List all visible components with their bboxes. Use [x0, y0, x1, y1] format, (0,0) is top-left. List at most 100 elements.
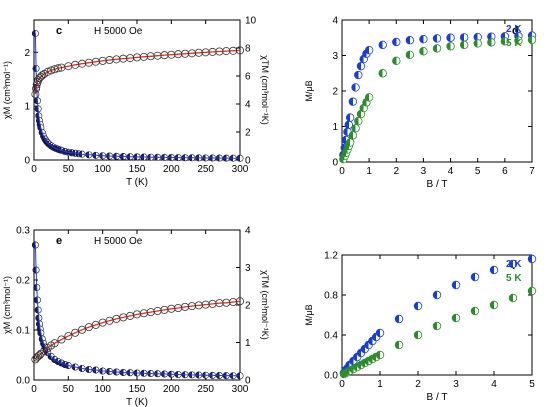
x-tick-label: 1 [377, 379, 383, 390]
data-point [351, 83, 360, 92]
data-point [54, 64, 63, 73]
data-point [235, 46, 244, 55]
data-point [451, 313, 461, 323]
x-tick-label: 1 [366, 166, 372, 177]
y-right-tick-label: 3 [245, 263, 251, 274]
data-point [459, 33, 469, 42]
y-tick-label: 1.2 [324, 251, 338, 262]
x-tick-label: 200 [163, 384, 180, 395]
data-point [446, 33, 455, 42]
data-point [489, 300, 499, 310]
series-1 [31, 46, 244, 99]
panel-letter: d [512, 25, 519, 37]
data-point [78, 325, 87, 334]
x-tick-label: 300 [232, 384, 249, 395]
data-point [527, 286, 537, 296]
data-point [508, 259, 518, 269]
data-point [459, 40, 469, 50]
x-tick-label: 150 [129, 384, 146, 395]
x-tick-label: 50 [63, 164, 75, 175]
y-right-tick-label: 4 [245, 226, 251, 237]
data-point [356, 61, 366, 71]
data-point [378, 40, 387, 50]
data-point [514, 36, 523, 45]
data-point [392, 37, 401, 47]
data-point [432, 290, 442, 300]
x-axis-label: T (K) [126, 177, 148, 188]
plot-frame [33, 19, 241, 161]
data-point [50, 339, 59, 348]
y-tick-label: 0.0 [16, 376, 30, 387]
data-point [527, 254, 537, 264]
field-annotation: H 5000 Oe [94, 236, 143, 247]
x-tick-label: 6 [502, 166, 508, 177]
data-point [344, 120, 353, 129]
y-tick-label: 3 [332, 51, 338, 62]
x-tick-label: 0 [31, 384, 37, 395]
data-point [348, 97, 358, 106]
y-tick-label: 0.0 [324, 371, 338, 382]
panel-e: 0 50 100 150 200 250 300 0.0 0.1 0.2 0.3 0 1 2 3 4 T (K)… [2, 226, 270, 407]
x-tick-label: 200 [163, 164, 180, 175]
data-point [35, 74, 44, 83]
y-right-tick-label: 8 [245, 44, 251, 55]
series-0 [31, 241, 244, 380]
data-point [451, 280, 461, 290]
x-tick-label: 300 [232, 164, 249, 175]
field-annotation: H 5000 Oe [94, 26, 143, 37]
data-point [432, 34, 442, 43]
x-tick-label: 100 [94, 164, 111, 175]
data-point [351, 124, 360, 133]
data-point [394, 340, 404, 350]
panel-letter: c [56, 25, 62, 37]
y-right-tick-label: 10 [245, 16, 257, 27]
y-tick-label: 0.2 [16, 276, 30, 287]
y-right-tick-label: 2 [245, 128, 251, 139]
data-point [354, 116, 363, 126]
data-point [419, 34, 428, 44]
legend-label: 2 K [506, 259, 522, 270]
x-tick-label: 5 [529, 379, 535, 390]
data-point [470, 306, 480, 316]
x-tick-label: 0 [31, 164, 37, 175]
data-point [527, 35, 537, 45]
data-point [405, 36, 415, 45]
x-tick-label: 3 [421, 166, 427, 177]
fit-curve [34, 244, 241, 377]
y-axis-label: M/μB [304, 80, 314, 101]
y-right-tick-label: 0 [245, 376, 251, 387]
y-tick-label: 1 [332, 122, 338, 133]
y-right-tick-label: 4 [245, 100, 251, 111]
y-right-tick-label: 1 [245, 338, 251, 349]
x-tick-label: 3 [453, 379, 459, 390]
data-point [57, 335, 66, 344]
x-tick-label: 4 [448, 166, 454, 177]
data-point [473, 39, 482, 48]
series-1 [339, 286, 537, 379]
series-1 [339, 35, 537, 164]
data-point [345, 113, 355, 122]
data-point [64, 332, 73, 341]
x-axis-label: B / T [427, 392, 448, 403]
fit-curve [34, 49, 241, 95]
y-right-axis-label: χTM (cm³mol⁻¹K) [260, 55, 270, 124]
data-point [413, 301, 423, 311]
y-tick-label: 0 [332, 158, 338, 169]
data-point [378, 69, 387, 78]
data-point [489, 265, 499, 275]
data-point [413, 330, 423, 340]
y-right-tick-label: 0 [245, 156, 251, 167]
y-axis-label: M/μB [304, 304, 314, 325]
x-tick-label: 4 [491, 379, 497, 390]
data-point [354, 70, 363, 80]
x-tick-label: 0 [339, 379, 345, 390]
data-point [375, 328, 385, 338]
data-point [364, 45, 374, 55]
data-point [364, 93, 374, 102]
data-point [487, 38, 496, 47]
data-point [419, 47, 428, 56]
